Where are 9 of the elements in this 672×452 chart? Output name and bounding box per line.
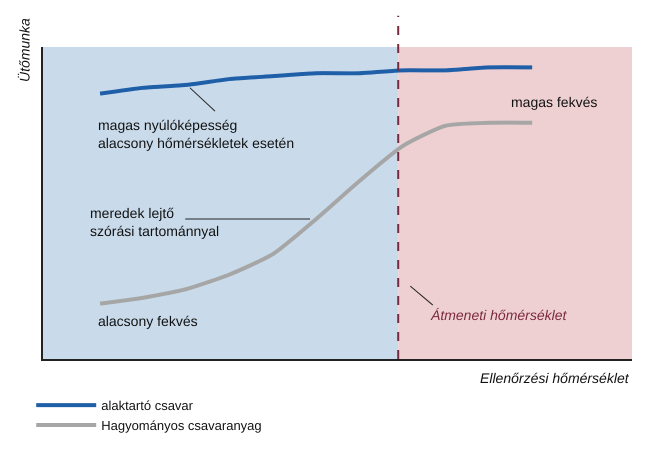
x-axis-title: Ellenőrzési hőmérséklet: [480, 370, 630, 386]
legend-label: alaktartó csavar: [101, 398, 194, 414]
annotation: meredek lejtő szórási tartománnyal: [90, 205, 220, 240]
annotation: magas fekvés: [511, 94, 598, 110]
y-axis-title: Ütőmunka: [16, 18, 32, 82]
legend-label: Hagyományos csavaranyag: [101, 418, 262, 434]
annotation: alacsony fekvés: [98, 313, 198, 329]
annotation: magas nyúlóképesség alacsony hőmérsékletek esetén: [98, 117, 294, 152]
annotation: Átmeneti hőmérséklet: [430, 307, 568, 323]
